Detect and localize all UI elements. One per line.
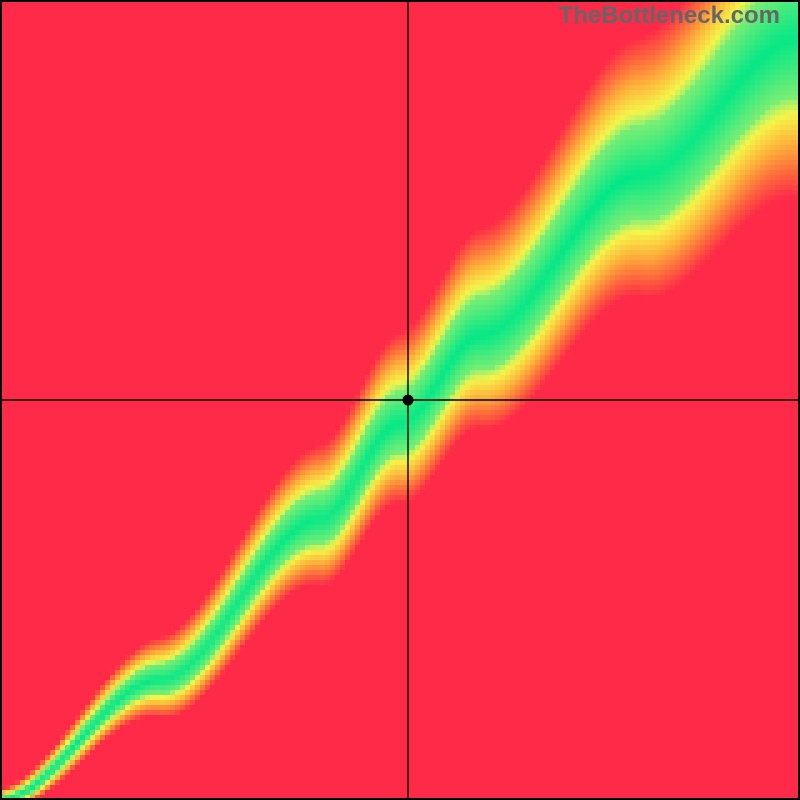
chart-container: TheBottleneck.com — [0, 0, 800, 800]
heatmap-canvas — [0, 0, 800, 800]
